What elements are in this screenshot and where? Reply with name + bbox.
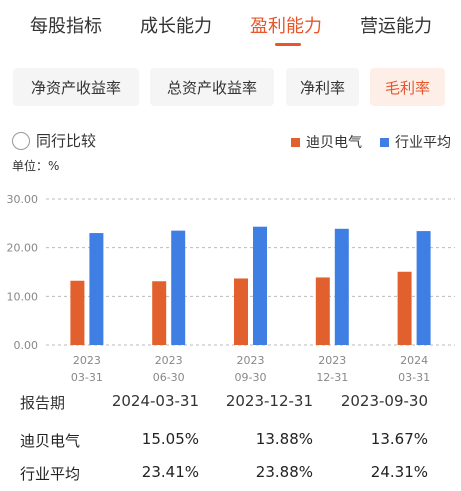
x-tick-label: 2023 <box>155 354 183 367</box>
row-value: 13.88% <box>255 430 313 448</box>
table-row: 行业平均 23.41% 23.88% 24.31% <box>0 463 461 491</box>
x-tick-label: 12-31 <box>316 371 348 384</box>
bar-industry <box>253 226 267 345</box>
tab-operation[interactable]: 营运能力 <box>360 16 432 37</box>
x-tick-label: 03-31 <box>398 371 430 384</box>
y-tick-label: 10.00 <box>7 290 39 303</box>
header-col-1: 2024-03-31 <box>111 392 199 410</box>
legend-swatch-industry <box>380 137 389 147</box>
x-tick-label: 2023 <box>318 354 346 367</box>
legend-industry: 行业平均 <box>380 132 451 152</box>
header-col-3: 2023-09-30 <box>340 392 428 410</box>
legend-company: 迪贝电气 <box>291 132 362 152</box>
bar-company <box>315 277 330 345</box>
row-value: 24.31% <box>370 463 428 481</box>
y-tick-label: 0.00 <box>14 339 39 352</box>
x-tick-label: 2023 <box>73 354 101 367</box>
bar-industry <box>171 230 186 345</box>
row-value: 13.67% <box>370 430 428 448</box>
x-tick-label: 2024 <box>400 354 428 367</box>
bar-company <box>70 280 85 345</box>
header-label: 报告期 <box>20 394 66 412</box>
unit-label: 单位：% <box>12 159 60 173</box>
radio-button[interactable] <box>12 131 30 150</box>
legend-swatch-company <box>291 137 300 147</box>
gross-margin-chart: 30.00 20.00 10.00 0.00 2023 03-31 2023 06-30 202… <box>7 193 455 384</box>
row-value: 23.41% <box>141 463 199 481</box>
subtab-roa[interactable]: 总资产收益率 <box>150 68 274 106</box>
tab-per-share[interactable]: 每股指标 <box>30 16 102 37</box>
row-value: 15.05% <box>141 430 199 448</box>
x-tick-label: 06-30 <box>153 371 185 384</box>
subtab-gross-margin[interactable]: 毛利率 <box>370 68 445 106</box>
bar-industry <box>89 233 104 345</box>
tab-growth[interactable]: 成长能力 <box>140 16 212 37</box>
row-label: 行业平均 <box>20 465 81 483</box>
y-tick-label: 30.00 <box>7 193 39 206</box>
legend-label-industry: 行业平均 <box>395 135 451 151</box>
row-label: 迪贝电气 <box>20 432 81 450</box>
header-col-2: 2023-12-31 <box>225 392 313 410</box>
bar-industry <box>334 228 349 345</box>
bar-company <box>234 278 248 345</box>
bar-company <box>152 281 167 345</box>
peer-compare-toggle[interactable]: 同行比较 <box>12 130 96 151</box>
subtab-net-margin[interactable]: 净利率 <box>286 68 359 106</box>
subtab-roe[interactable]: 净资产收益率 <box>13 68 139 106</box>
main-tabs: 每股指标 成长能力 盈利能力 营运能力 <box>0 0 461 54</box>
x-tick-label: 03-31 <box>71 371 103 384</box>
active-tab-indicator <box>275 43 301 46</box>
metric-tabs: 净资产收益率 总资产收益率 净利率 毛利率 <box>0 68 461 108</box>
x-tick-label: 2023 <box>237 354 265 367</box>
tab-profitability[interactable]: 盈利能力 <box>250 16 322 37</box>
row-value: 23.88% <box>255 463 313 481</box>
x-tick-label: 09-30 <box>235 371 267 384</box>
y-tick-label: 20.00 <box>7 242 39 255</box>
legend-label-company: 迪贝电气 <box>306 135 362 151</box>
table-row: 迪贝电气 15.05% 13.88% 13.67% <box>0 430 461 458</box>
bar-company <box>397 271 412 345</box>
table-header-row: 报告期 2024-03-31 2023-12-31 2023-09-30 <box>0 392 461 420</box>
peer-compare-label: 同行比较 <box>36 132 97 150</box>
bar-industry <box>416 231 431 345</box>
